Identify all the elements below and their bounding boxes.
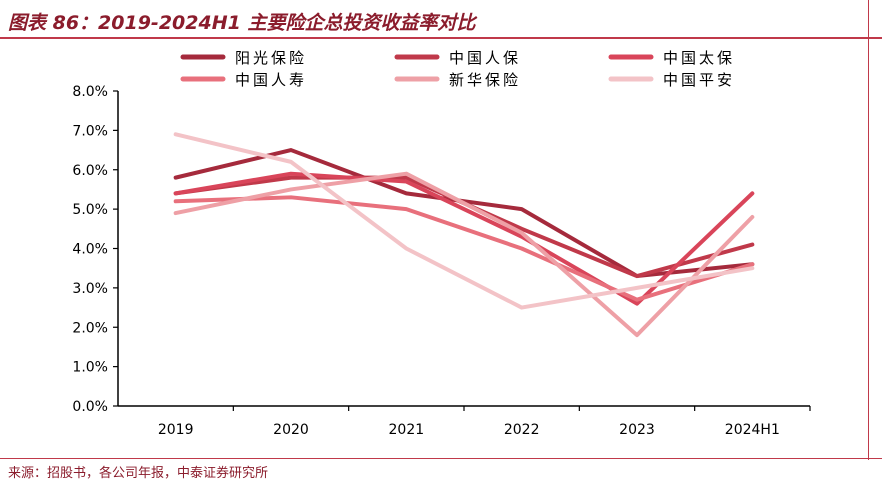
y-tick-label: 5.0% bbox=[72, 202, 108, 218]
legend-label: 中国人保 bbox=[449, 49, 521, 67]
x-tick-label: 2019 bbox=[158, 422, 194, 438]
x-tick-label: 2021 bbox=[389, 422, 425, 438]
source-note: 来源：招股书，各公司年报，中泰证券研究所 bbox=[8, 466, 269, 481]
series-line-新华保险 bbox=[173, 171, 755, 338]
chart-title: 图表 86：2019-2024H1 主要险企总投资收益率对比 bbox=[8, 12, 476, 34]
series-line-阳光保险 bbox=[173, 148, 755, 279]
y-tick-label: 8.0% bbox=[72, 84, 108, 100]
legend-label: 中国平安 bbox=[663, 71, 735, 89]
x-tick-label: 2022 bbox=[504, 422, 540, 438]
x-tick-label: 2023 bbox=[619, 422, 655, 438]
y-tick-label: 1.0% bbox=[72, 360, 108, 376]
x-tick-label: 2020 bbox=[273, 422, 309, 438]
y-tick-label: 7.0% bbox=[72, 123, 108, 139]
y-tick-label: 6.0% bbox=[72, 163, 108, 179]
legend-label: 新华保险 bbox=[449, 71, 521, 89]
y-tick-label: 4.0% bbox=[72, 242, 108, 258]
x-tick-label: 2024H1 bbox=[725, 422, 780, 438]
source-divider bbox=[0, 458, 882, 459]
y-tick-label: 0.0% bbox=[72, 399, 108, 415]
series-line-中国平安 bbox=[173, 132, 755, 310]
legend-label: 中国人寿 bbox=[235, 71, 307, 89]
legend-label: 中国太保 bbox=[663, 49, 735, 67]
y-tick-label: 2.0% bbox=[72, 320, 108, 336]
y-tick-label: 3.0% bbox=[72, 281, 108, 297]
frame-border bbox=[868, 0, 869, 460]
legend-label: 阳光保险 bbox=[235, 49, 307, 67]
series-line-中国人寿 bbox=[173, 195, 755, 302]
title-divider bbox=[0, 37, 882, 39]
